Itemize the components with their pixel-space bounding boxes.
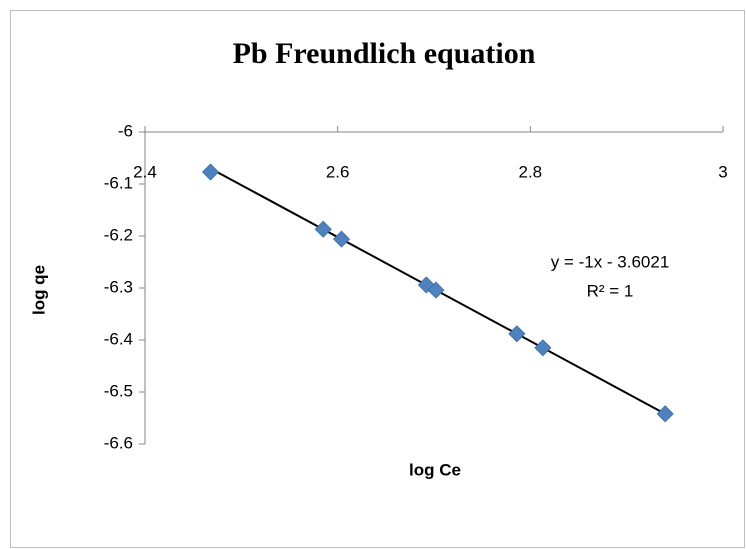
data-point <box>314 220 332 238</box>
data-point <box>201 163 220 181</box>
data-point <box>508 325 526 343</box>
x-tick-label: 3 <box>718 162 727 181</box>
y-tick-label: -6.2 <box>104 225 133 244</box>
trendline-r2: R² = 1 <box>587 281 634 300</box>
y-tick-label: -6.5 <box>104 381 133 400</box>
chart-title: Pb Freundlich equation <box>233 37 536 70</box>
x-tick-label: 2.6 <box>326 162 350 181</box>
data-point <box>534 339 552 357</box>
x-tick-label: 2.8 <box>519 162 543 181</box>
y-tick-label: -6.3 <box>104 277 133 296</box>
data-point <box>656 405 674 423</box>
y-tick-label: -6.6 <box>104 433 133 452</box>
y-axis-label: log qe <box>29 265 48 315</box>
y-tick-label: -6 <box>118 121 133 140</box>
y-tick-label: -6.4 <box>104 329 133 348</box>
data-point <box>332 230 351 248</box>
x-axis-label: log Ce <box>409 460 461 479</box>
y-tick-label: -6.1 <box>104 173 133 192</box>
trendline-equation: y = -1x - 3.6021 <box>551 252 670 271</box>
data-point <box>427 281 445 299</box>
chart-border <box>10 10 745 548</box>
x-tick-label: 2.4 <box>133 162 157 181</box>
